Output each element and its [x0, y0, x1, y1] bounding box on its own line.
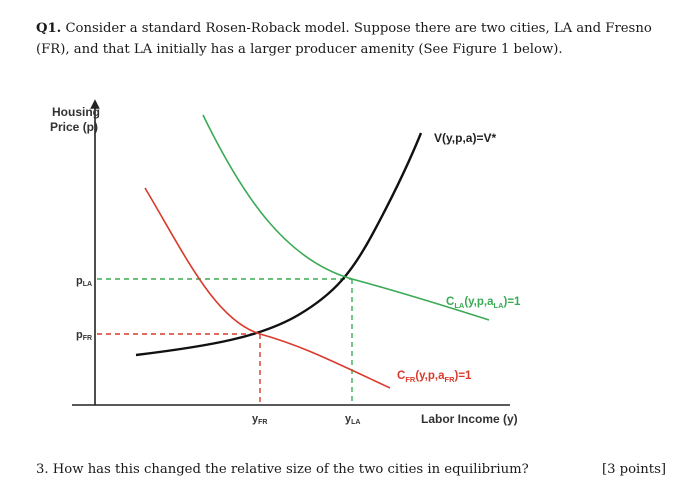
question-body: Consider a standard Rosen-Roback model. … — [36, 21, 652, 57]
curve-c-la — [202, 114, 490, 321]
curve-c-fr — [144, 187, 391, 389]
curve-c-la-label: CLA(y,p,aLA)=1 — [446, 296, 521, 310]
points-label: [3 points] — [601, 462, 666, 477]
curve-c-fr-label: CFR(y,p,aFR)=1 — [397, 370, 472, 384]
tick-label-p-la: pLA — [76, 275, 92, 288]
curve-v — [135, 132, 423, 357]
question-text: Q1. Consider a standard Rosen-Roback mod… — [36, 18, 676, 60]
x-axis-label: Labor Income (y) — [421, 412, 518, 426]
tick-label-y-la: yLA — [345, 413, 360, 426]
tick-label-y-fr: yFR — [252, 413, 267, 426]
question-number: Q1. — [36, 21, 62, 36]
y-axis-label-line2: Price (p) — [50, 120, 98, 134]
tick-label-p-fr: pFR — [76, 329, 92, 342]
y-axis-label-line1: Housing — [52, 105, 100, 119]
curve-v-label: V(y,p,a)=V* — [434, 131, 496, 145]
subquestion-text: 3. How has this changed the relative siz… — [36, 462, 529, 477]
